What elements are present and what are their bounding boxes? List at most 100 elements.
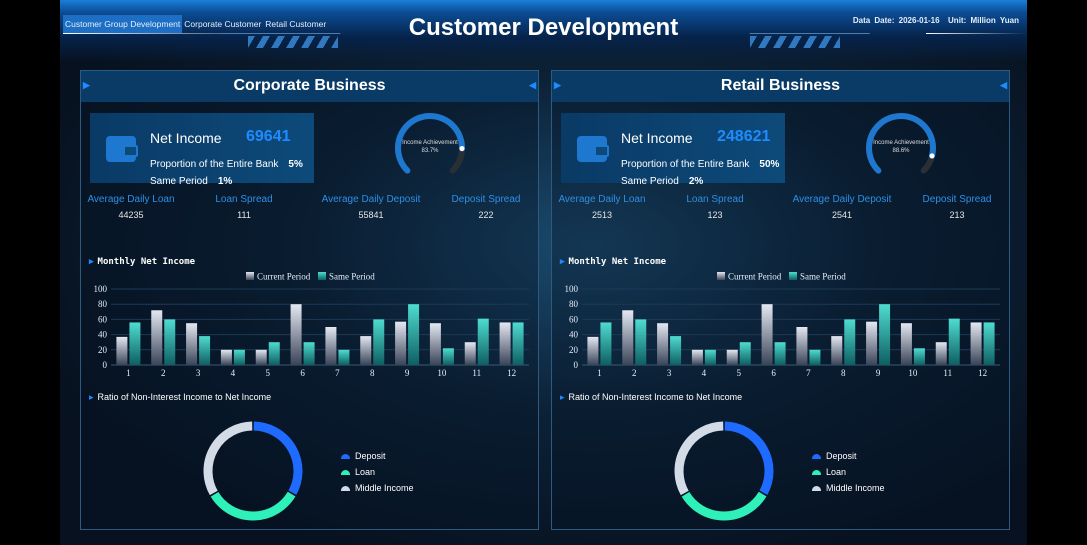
y-tick-label: 40 (569, 330, 579, 340)
stat-value: 123 (707, 210, 723, 220)
header-decoration (750, 36, 840, 48)
bar-current-period (796, 327, 808, 365)
x-tick-label: 9 (405, 368, 410, 378)
meta-underline (926, 33, 1026, 34)
legend-item-loan[interactable]: Loan (341, 467, 414, 477)
bar-same-period (477, 318, 489, 365)
stat-label: Deposit Spread (922, 194, 992, 205)
bar-same-period (512, 322, 524, 365)
stat-value: 44235 (118, 210, 144, 220)
gauge-marker (929, 153, 935, 159)
section-title: Monthly Net Income (568, 257, 667, 267)
y-tick-label: 0 (574, 360, 579, 370)
donut-segment-deposit[interactable] (253, 421, 303, 495)
legend-item-middle-income[interactable]: Middle Income (812, 483, 885, 493)
bar-current-period (151, 310, 163, 365)
tab-retail-customer[interactable]: Retail Customer (265, 19, 327, 29)
bar-same-period (948, 318, 960, 365)
tab-corporate-customer[interactable]: Corporate Customer (184, 19, 262, 29)
bar-same-period (704, 349, 716, 365)
gauge-label: Income Achievement (873, 140, 929, 146)
stat-value: 213 (949, 210, 965, 220)
section-title: Monthly Net Income (97, 257, 196, 267)
donut-segment-middle-income[interactable] (203, 421, 253, 496)
legend-marker-icon (246, 272, 254, 280)
donut-segment-loan[interactable] (210, 491, 296, 521)
y-tick-label: 60 (98, 314, 108, 324)
bar-current-period (657, 323, 669, 365)
bar-same-period (268, 342, 280, 365)
income-achievement-gauge: Income Achievement 88.6% (866, 113, 936, 174)
x-tick-label: 1 (126, 368, 131, 378)
legend-marker-icon (341, 485, 350, 491)
legend-label: Same Period (329, 272, 375, 282)
donut-segment-middle-income[interactable] (674, 421, 724, 496)
gauge-fill (866, 113, 936, 174)
y-tick-label: 80 (98, 299, 108, 309)
tab-customer-group-development[interactable]: Customer Group Development (63, 15, 183, 33)
y-tick-label: 60 (569, 314, 579, 324)
legend-item-deposit[interactable]: Deposit (812, 451, 885, 461)
donut-segment-loan[interactable] (681, 491, 767, 521)
bar-current-period (866, 321, 878, 365)
bar-current-period (186, 323, 198, 365)
section-title: Ratio of Non-Interest Income to Net Inco… (97, 392, 272, 402)
legend-marker-icon (812, 485, 821, 491)
wallet-icon (577, 136, 609, 162)
bar-same-period (600, 322, 612, 365)
x-tick-label: 4 (702, 368, 707, 378)
proportion-row: Proportion of the Entire Bank 5% (150, 159, 303, 170)
stat-label: Average Daily Loan (558, 194, 646, 205)
bar-same-period (408, 304, 420, 365)
nav-tabs: Customer Group Development Corporate Cus… (63, 15, 328, 33)
x-tick-label: 3 (667, 368, 672, 378)
retail-business-panel: ▶ Retail Business ◀ Net Income 248621 Pr… (551, 70, 1010, 530)
monthly-net-income-heading: ▸ Monthly Net Income (560, 256, 666, 268)
legend-item-middle-income[interactable]: Middle Income (341, 483, 414, 493)
net-income-card: Net Income 69641 Proportion of the Entir… (90, 113, 314, 187)
bar-same-period (635, 319, 647, 365)
x-tick-label: 7 (806, 368, 811, 378)
y-tick-label: 80 (569, 299, 579, 309)
x-tick-label: 12 (978, 368, 987, 378)
x-tick-label: 6 (771, 368, 776, 378)
legend-item-loan[interactable]: Loan (812, 467, 885, 477)
x-tick-label: 1 (597, 368, 602, 378)
same-period-value: 1% (217, 176, 233, 187)
bar-same-period (373, 319, 385, 365)
net-income-label: Net Income (621, 130, 693, 146)
legend-label: Deposit (826, 451, 857, 461)
same-period-label: Same Period (621, 176, 679, 187)
stat-item: Average Daily Loan 44235 (81, 194, 181, 220)
legend-label: Same Period (800, 272, 846, 282)
bar-current-period (116, 336, 128, 365)
bar-same-period (442, 348, 454, 365)
stat-label: Average Daily Deposit (792, 194, 892, 205)
data-date-unit: Data Date: 2026-01-16 Unit: Million Yuan (853, 16, 1019, 25)
panel-title: Corporate Business (233, 77, 386, 94)
donut-segment-deposit[interactable] (724, 421, 774, 495)
stat-label: Loan Spread (686, 194, 744, 205)
bar-current-period (429, 323, 441, 365)
bar-same-period (983, 322, 995, 365)
arrow-left-icon: ◀ (529, 80, 536, 90)
proportion-label: Proportion of the Entire Bank (621, 159, 750, 170)
panel-header: ▶ Corporate Business ◀ (81, 71, 538, 102)
data-date: 2026-01-16 (898, 16, 940, 25)
gauge-fill (395, 113, 465, 174)
bar-current-period (831, 336, 843, 365)
bar-same-period (129, 322, 141, 365)
y-tick-label: 100 (565, 284, 579, 294)
legend-marker-icon (812, 453, 821, 459)
stat-item: Loan Spread 123 (665, 194, 765, 220)
legend-label: Loan (826, 467, 847, 477)
stat-label: Average Daily Loan (87, 194, 175, 205)
bar-same-period (809, 349, 821, 365)
legend-item-deposit[interactable]: Deposit (341, 451, 414, 461)
legend-marker-icon (789, 272, 797, 280)
x-tick-label: 11 (943, 368, 952, 378)
net-income-value: 69641 (246, 128, 291, 145)
legend-label: Middle Income (826, 483, 885, 493)
same-period-value: 2% (688, 176, 704, 187)
